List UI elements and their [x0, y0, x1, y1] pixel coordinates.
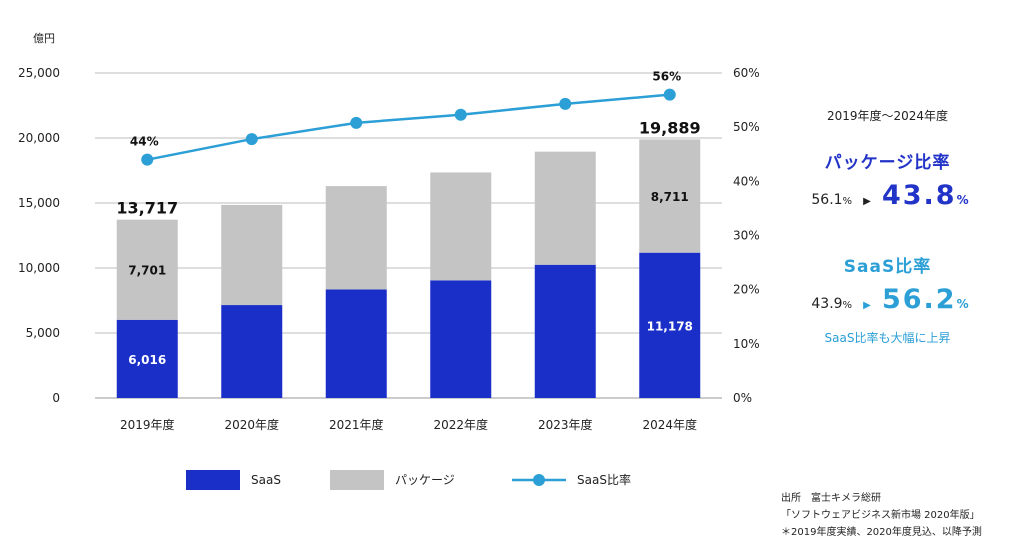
- package-ratio-change: 56.1% ▶ 43.8%: [790, 180, 990, 211]
- y-tick-label: 25,000: [18, 66, 60, 80]
- x-tick-label: 2024年度: [642, 417, 697, 432]
- saas-ratio-point: [663, 88, 676, 101]
- y-tick-label: 10,000: [18, 261, 60, 275]
- y2-tick-label: 40%: [733, 174, 760, 188]
- source-line-2: 「ソフトウェアビジネス新市場 2020年版」: [781, 510, 980, 521]
- y-unit-label: 億円: [33, 32, 55, 45]
- legend-ratio-marker: [533, 474, 545, 486]
- package-ratio-from-unit: %: [842, 196, 853, 207]
- saas-ratio-point: [350, 116, 363, 129]
- bar-value-label: 6,016: [128, 353, 166, 367]
- x-tick-label: 2021年度: [329, 417, 384, 432]
- package-ratio-from: 56.1: [811, 192, 843, 208]
- bar-value-label: 8,711: [651, 190, 689, 204]
- legend-saas-swatch: [186, 470, 240, 490]
- arrow-right-icon: ▶: [863, 300, 871, 311]
- saas-ratio-from-unit: %: [842, 300, 853, 311]
- saas-ratio-from: 43.9: [811, 296, 843, 312]
- x-tick-label: 2020年度: [224, 417, 279, 432]
- legend-package-swatch: [330, 470, 384, 490]
- x-tick-label: 2019年度: [120, 417, 175, 432]
- package-ratio-title: パッケージ比率: [824, 153, 951, 173]
- legend-saas-label: SaaS: [251, 473, 281, 487]
- ratio-label: 44%: [130, 135, 159, 149]
- stacked-bar-line-chart: 0 5,000 10,000 15,000 20,000 25,000 0% 10% 20% 30…: [18, 32, 760, 490]
- saas-ratio-title: SaaS比率: [843, 257, 932, 277]
- saas-ratio-point: [454, 108, 467, 121]
- total-label: 19,889: [639, 118, 701, 137]
- y-tick-label: 5,000: [26, 326, 60, 340]
- y2-tick-label: 50%: [733, 120, 760, 134]
- y-tick-label: 0: [52, 391, 60, 405]
- bar-saas: [534, 264, 596, 398]
- saas-ratio-point: [245, 133, 258, 146]
- y2-tick-label: 60%: [733, 66, 760, 80]
- bar-package: [430, 172, 492, 281]
- total-label: 13,717: [116, 199, 178, 218]
- source-note: 出所 富士キメラ総研 「ソフトウェアビジネス新市場 2020年版」 ＊2019年…: [781, 490, 982, 541]
- saas-ratio-to-unit: %: [956, 297, 969, 311]
- y-tick-label: 20,000: [18, 131, 60, 145]
- saas-ratio-point: [141, 153, 154, 166]
- bar-package: [639, 139, 701, 253]
- bar-package: [221, 204, 283, 306]
- y2-tick-label: 30%: [733, 229, 760, 243]
- y2-tick-label: 10%: [733, 337, 760, 351]
- package-ratio-to: 43.8: [881, 180, 957, 211]
- y2-tick-label: 0%: [733, 391, 752, 405]
- bar-saas: [116, 319, 178, 398]
- legend-package-label: パッケージ: [395, 473, 455, 487]
- x-tick-label: 2022年度: [433, 417, 488, 432]
- saas-ratio-note: SaaS比率も大幅に上昇: [824, 331, 951, 345]
- source-line-1: 出所 富士キメラ総研: [781, 493, 881, 504]
- bar-saas: [639, 252, 701, 398]
- y-tick-label: 15,000: [18, 196, 60, 210]
- saas-ratio-point: [559, 97, 572, 110]
- saas-ratio-to: 56.2: [881, 284, 957, 315]
- bar-value-label: 7,701: [128, 264, 166, 278]
- arrow-right-icon: ▶: [863, 196, 871, 207]
- saas-ratio-line: [147, 93, 670, 161]
- bar-saas: [430, 280, 492, 398]
- legend-ratio-label: SaaS比率: [577, 472, 631, 487]
- y2-tick-label: 20%: [733, 283, 760, 297]
- ratio-label: 56%: [652, 70, 681, 84]
- bar-saas: [221, 305, 283, 398]
- period-label: 2019年度〜2024年度: [826, 109, 949, 123]
- source-line-3: ＊2019年度実績、2020年度見込、以降予測: [781, 527, 982, 538]
- bar-saas: [325, 289, 387, 398]
- bar-value-label: 11,178: [647, 319, 693, 333]
- package-ratio-to-unit: %: [956, 193, 969, 207]
- x-tick-label: 2023年度: [538, 417, 593, 432]
- bar-package: [534, 151, 596, 265]
- saas-ratio-change: 43.9% ▶ 56.2%: [790, 284, 990, 315]
- bar-package: [116, 219, 178, 320]
- bar-package: [325, 186, 387, 290]
